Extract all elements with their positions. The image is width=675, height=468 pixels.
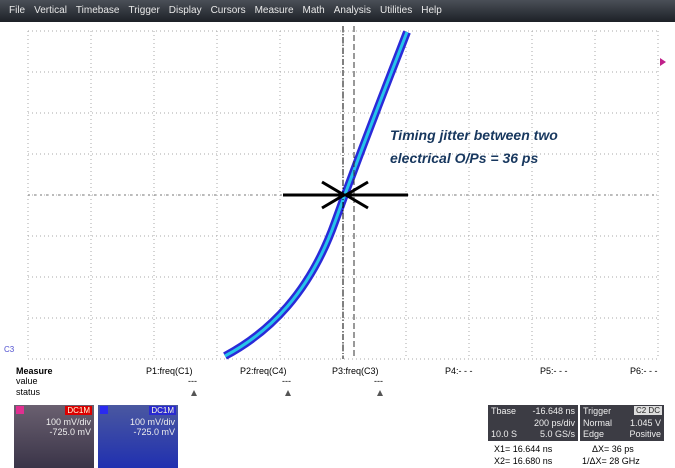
menu-item[interactable]: Trigger	[128, 5, 159, 16]
row-label: value	[16, 376, 38, 386]
channel-box[interactable]: DC1M 100 mV/div -725.0 mV	[98, 405, 178, 468]
timebase-rate: 5.0 GS/s	[540, 429, 575, 439]
offset: -725.0 mV	[133, 427, 175, 437]
row-label: status	[16, 387, 40, 397]
measure-value: ---	[282, 376, 291, 386]
timebase-delay: -16.648 ns	[532, 406, 575, 416]
timebase-title: Tbase	[491, 406, 516, 416]
menu-item[interactable]: File	[9, 5, 25, 16]
cursor-readout: ΔX= 36 ps	[592, 444, 634, 454]
annotation: electrical O/Ps = 36 ps	[390, 150, 538, 166]
trigger-type: Edge	[583, 429, 604, 439]
measure-name[interactable]: P3:freq(C3)	[332, 366, 379, 376]
trigger-level-marker	[660, 58, 666, 66]
measure-name[interactable]: P6:- - -	[630, 366, 658, 376]
trigger-title: Trigger	[583, 406, 611, 416]
menu-item[interactable]: Display	[169, 5, 202, 16]
measure-name[interactable]: P4:- - -	[445, 366, 473, 376]
trigger-mode: Normal	[583, 418, 612, 428]
menu-item[interactable]: Utilities	[380, 5, 412, 16]
trigger-level: 1.045 V	[630, 418, 661, 428]
menu-item[interactable]: Help	[421, 5, 442, 16]
cursor-readout: X2= 16.680 ns	[494, 456, 552, 466]
trigger-box[interactable]: Trigger C2 DC Normal 1.045 V Edge Positi…	[580, 405, 664, 441]
timebase-scale: 200 ps/div	[534, 418, 575, 428]
status-icon	[191, 390, 197, 396]
channel-color	[100, 406, 108, 414]
trigger-source: C2 DC	[634, 406, 662, 415]
menu-item[interactable]: Cursors	[211, 5, 246, 16]
waveform-display: Timing jitter between two electrical O/P…	[0, 22, 675, 362]
channel-marker: C3	[4, 345, 15, 354]
offset: -725.0 mV	[49, 427, 91, 437]
menu-item[interactable]: Vertical	[34, 5, 67, 16]
measure-name[interactable]: P1:freq(C1)	[146, 366, 193, 376]
measure-title: Measure	[16, 366, 53, 376]
annotation: Timing jitter between two	[390, 127, 558, 143]
cursor-readout: 1/ΔX= 28 GHz	[582, 456, 640, 466]
status-icon	[377, 390, 383, 396]
menu-item[interactable]: Measure	[255, 5, 294, 16]
measure-value: ---	[374, 376, 383, 386]
scale: 100 mV/div	[46, 417, 91, 427]
coupling: DC1M	[65, 406, 92, 415]
scale: 100 mV/div	[130, 417, 175, 427]
menu-bar: File Vertical Timebase Trigger Display Cursor…	[0, 0, 675, 22]
menu-item[interactable]: Math	[303, 5, 325, 16]
status-icon	[285, 390, 291, 396]
menu-item[interactable]: Analysis	[334, 5, 371, 16]
cursor-readout: X1= 16.644 ns	[494, 444, 552, 454]
scope-screen: File Vertical Timebase Trigger Display Cursor…	[0, 0, 675, 468]
measure-value: ---	[188, 376, 197, 386]
measure-name[interactable]: P2:freq(C4)	[240, 366, 287, 376]
channel-color	[16, 406, 24, 414]
menu-item[interactable]: Timebase	[76, 5, 120, 16]
trigger-slope: Positive	[629, 429, 661, 439]
timebase-length: 10.0 S	[491, 429, 517, 439]
channel-box[interactable]: DC1M 100 mV/div -725.0 mV	[14, 405, 94, 468]
coupling: DC1M	[149, 406, 176, 415]
measure-name[interactable]: P5:- - -	[540, 366, 568, 376]
timebase-box[interactable]: Tbase -16.648 ns 200 ps/div 10.0 S 5.0 G…	[488, 405, 578, 441]
